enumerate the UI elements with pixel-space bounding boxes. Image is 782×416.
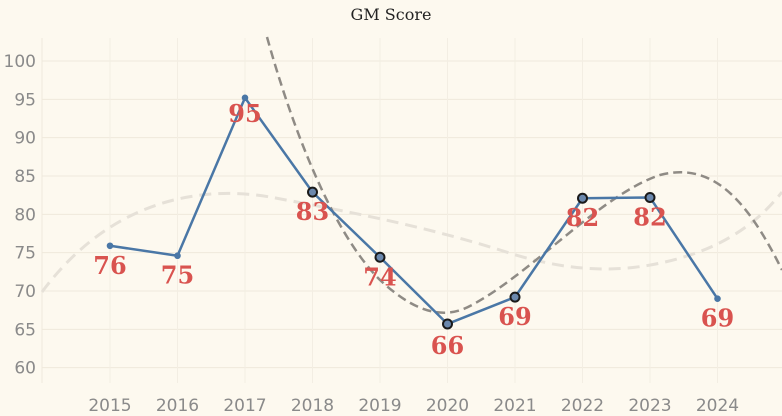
y-tick-label-85: 85	[14, 167, 36, 187]
y-tick-label-95: 95	[14, 90, 36, 110]
x-axis: 2015 2016 2017 2018 2019 2020 2021 2022 2023 2024	[88, 396, 739, 416]
gridlines	[41, 38, 782, 383]
trend-curve-light	[40, 191, 782, 293]
x-tick-label-2022: 2022	[561, 396, 604, 416]
data-point-2016	[174, 252, 181, 260]
y-tick-label-100: 100	[4, 52, 36, 72]
data-point-2024	[714, 295, 721, 302]
y-tick-label-80: 80	[14, 205, 36, 225]
data-label-2017: 95	[228, 99, 261, 128]
x-tick-label-2017: 2017	[223, 396, 266, 416]
x-tick-label-2018: 2018	[291, 396, 334, 416]
data-point-2019	[374, 251, 386, 263]
data-point-2023	[644, 191, 656, 203]
y-tick-label-60: 60	[14, 359, 36, 379]
data-label-2018: 83	[296, 197, 329, 226]
x-tick-label-2016: 2016	[156, 396, 199, 416]
chart-title: GM Score	[351, 5, 432, 24]
data-point-2018	[307, 186, 318, 198]
data-point-2022	[577, 192, 588, 204]
data-label-2021: 69	[498, 302, 531, 331]
x-tick-label-2024: 2024	[696, 396, 739, 416]
data-label-2016: 75	[161, 261, 194, 290]
data-label-2024: 69	[701, 304, 734, 333]
x-tick-label-2023: 2023	[628, 396, 671, 416]
y-tick-label-75: 75	[14, 244, 36, 264]
series-group	[106, 94, 721, 330]
y-tick-label-70: 70	[14, 282, 36, 302]
data-label-2015: 76	[93, 251, 126, 280]
x-tick-label-2020: 2020	[426, 396, 469, 416]
trend-curves	[40, 36, 782, 314]
data-point-2017	[241, 94, 249, 102]
data-label-2023: 82	[633, 202, 666, 231]
data-labels: 76 75 95 83 74 66 69 82 82 69	[93, 99, 734, 360]
data-label-2019: 74	[363, 262, 396, 291]
x-tick-label-2021: 2021	[493, 396, 536, 416]
y-axis: 60 65 70 75 80 85 90 95 100	[4, 52, 36, 379]
data-point-2015	[106, 242, 114, 250]
data-label-2022: 82	[566, 203, 599, 232]
x-tick-label-2015: 2015	[88, 396, 131, 416]
y-tick-label-90: 90	[14, 129, 36, 149]
data-label-2020: 66	[431, 331, 464, 360]
x-tick-label-2019: 2019	[358, 396, 401, 416]
series-line	[109, 96, 719, 326]
data-point-2020	[442, 318, 453, 330]
y-tick-label-65: 65	[14, 320, 36, 340]
data-point-2021	[509, 291, 521, 303]
trend-curve-dark	[265, 36, 782, 314]
